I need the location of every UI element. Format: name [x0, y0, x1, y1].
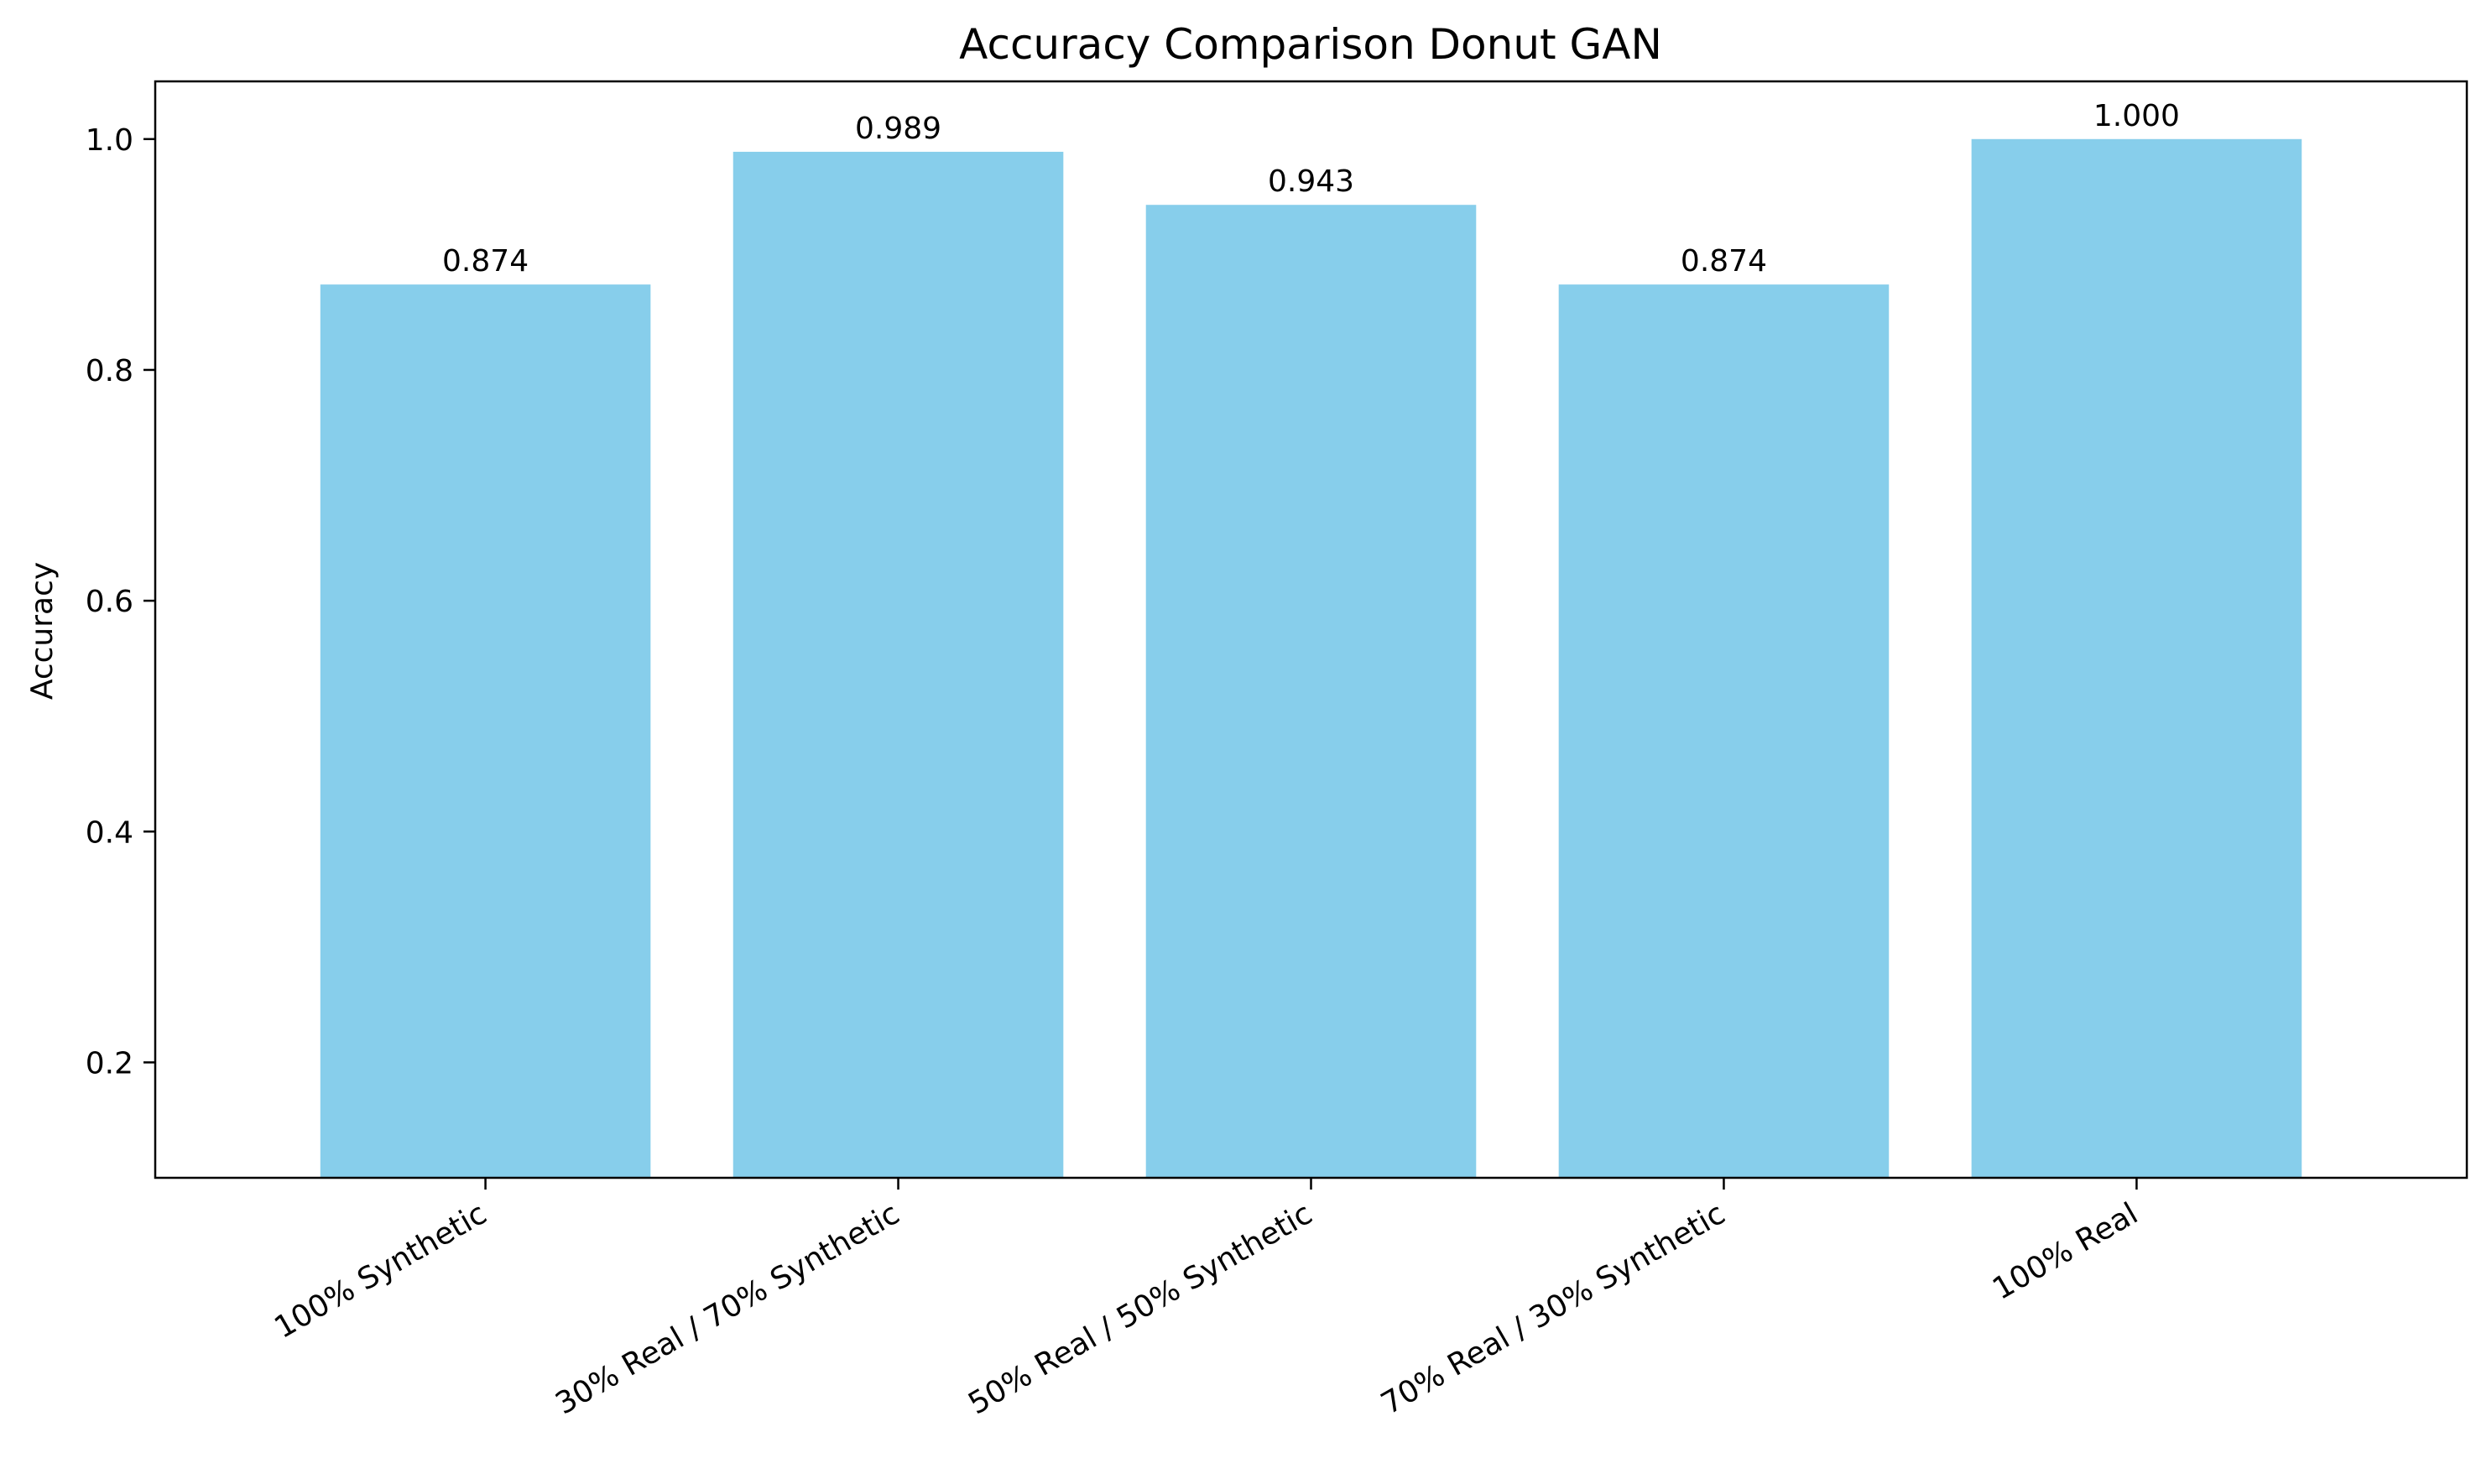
bar [1145, 205, 1477, 1178]
x-tick-label: 100% Real [1987, 1196, 2144, 1306]
y-tick-label: 1.0 [86, 123, 133, 158]
value-labels-layer: 0.874 0.989 0.943 0.874 1.000 [442, 99, 2180, 279]
bar-value-label: 1.000 [2093, 99, 2180, 133]
bar-value-label: 0.874 [1681, 244, 1767, 279]
y-tick-label: 0.8 [86, 354, 133, 388]
y-axis-ticks: 0.2 0.4 0.6 0.8 1.0 [86, 123, 155, 1080]
x-tick-label: 30% Real / 70% Synthetic [550, 1196, 905, 1421]
x-tick-label: 50% Real / 50% Synthetic [962, 1196, 1318, 1421]
bar [1971, 138, 2302, 1179]
bars-layer [320, 138, 2302, 1179]
bar [1558, 284, 1890, 1179]
bar-value-label: 0.989 [855, 112, 941, 146]
y-axis-label: Accuracy [25, 562, 60, 700]
x-tick-label: 70% Real / 30% Synthetic [1375, 1196, 1731, 1421]
y-tick-label: 0.2 [86, 1046, 133, 1080]
x-axis-ticks: 100% Synthetic 30% Real / 70% Synthetic 50… [268, 1178, 2144, 1422]
bar-value-label: 0.874 [442, 244, 529, 279]
x-tick-label: 100% Synthetic [268, 1196, 493, 1346]
bar [732, 151, 1064, 1179]
plot-area-frame [154, 80, 2469, 1179]
chart-title: Accuracy Comparison Donut GAN [959, 20, 1662, 69]
y-tick-label: 0.4 [86, 815, 133, 850]
bar-value-label: 0.943 [1268, 164, 1354, 199]
bar [320, 284, 651, 1179]
y-tick-label: 0.6 [86, 585, 133, 619]
